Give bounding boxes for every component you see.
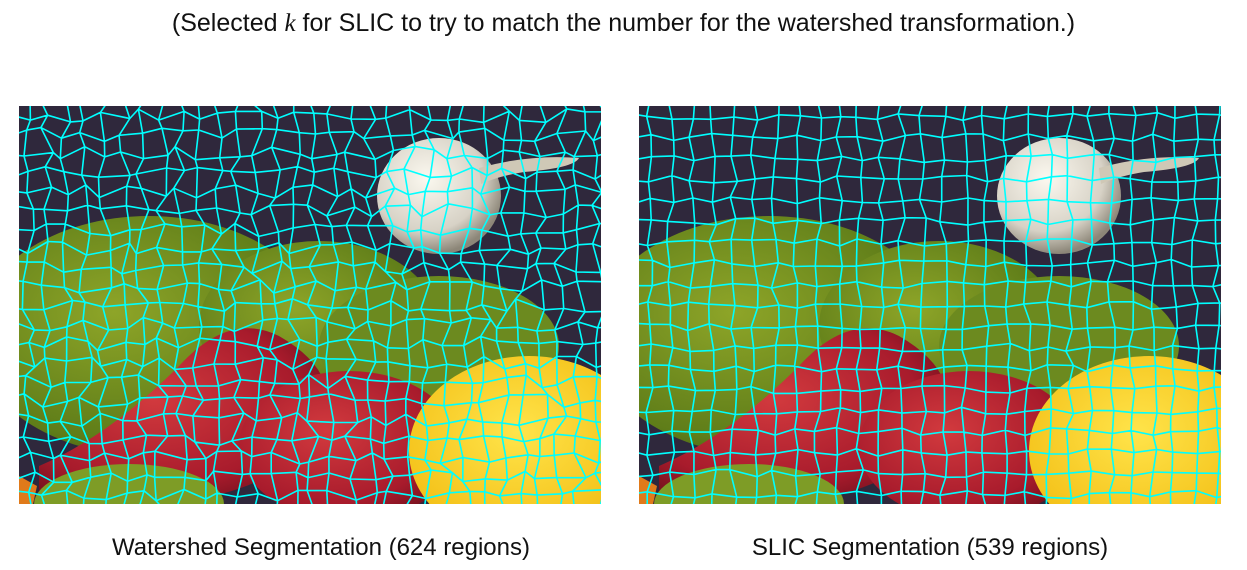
watershed-segmentation-image [19,106,601,504]
top-caption: (Selected k for SLIC to try to match the… [0,6,1247,41]
slic-segmentation-image [639,106,1221,504]
caption-prefix: (Selected [171,9,285,37]
caption-suffix: for SLIC to try to match the number for … [295,9,1076,37]
slic-caption: SLIC Segmentation (539 regions) [751,534,1109,561]
watershed-caption: Watershed Segmentation (624 regions) [111,534,530,561]
caption-variable: k [284,10,296,37]
